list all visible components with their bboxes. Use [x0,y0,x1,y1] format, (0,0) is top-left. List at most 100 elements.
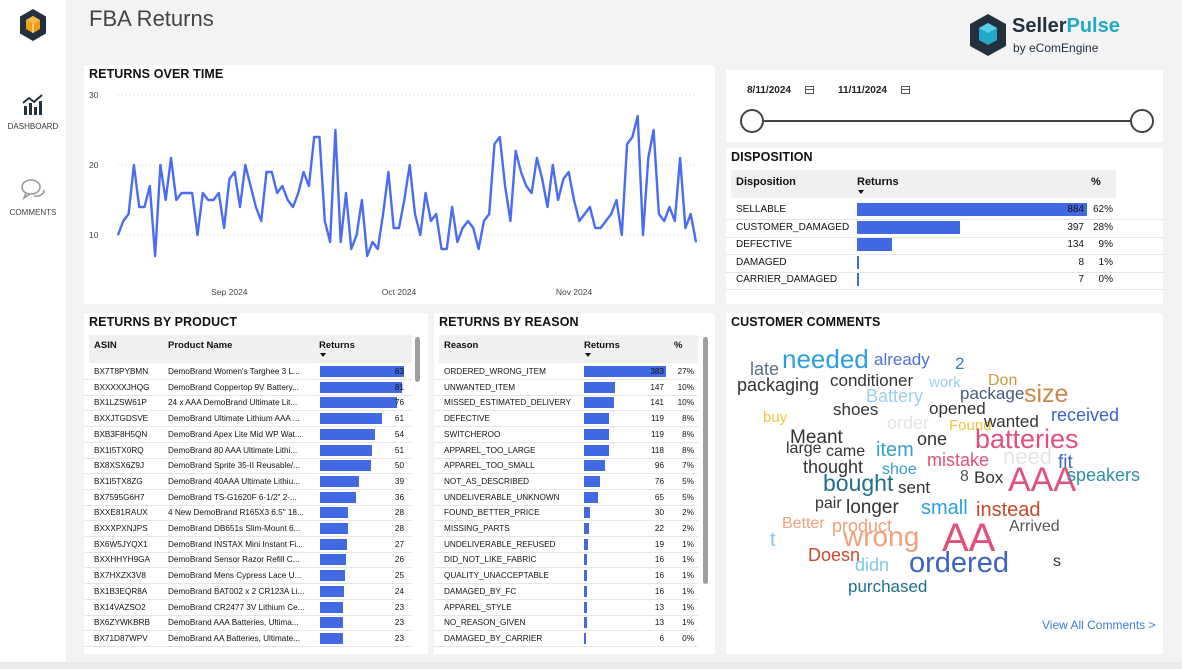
table-row[interactable]: MISSED_ESTIMATED_DELIVERY 141 10% [434,396,698,412]
data-point[interactable] [589,206,591,208]
data-point[interactable] [456,241,458,243]
data-point[interactable] [493,143,496,145]
cloud-word[interactable]: mistake [927,450,990,470]
data-point[interactable] [594,227,596,229]
cloud-word[interactable]: AA [942,516,996,560]
data-point[interactable] [525,185,527,187]
data-point[interactable] [568,171,570,173]
data-point[interactable] [398,227,400,229]
data-point[interactable] [451,206,453,208]
data-point[interactable] [557,199,559,201]
data-point[interactable] [366,255,368,257]
data-point[interactable] [350,248,352,250]
cloud-word[interactable]: longer [846,497,899,518]
cloud-word[interactable]: t [770,529,776,551]
cloud-word[interactable]: pair [815,495,842,512]
data-point[interactable] [255,206,257,208]
cloud-word[interactable]: packaging [737,375,820,395]
disposition-col-name[interactable]: Disposition [736,176,796,188]
data-point[interactable] [546,206,549,208]
returns-series-line[interactable] [116,114,698,258]
table-row[interactable]: BX71D87WPV DemoBrand AA Batteries, Ultima… [84,632,412,647]
data-point[interactable] [393,227,395,229]
cloud-word[interactable]: package [960,384,1025,403]
table-row[interactable]: BX7T8PYBMN DemoBrand Women's Targhee 3 L.… [84,365,412,380]
data-point[interactable] [117,234,119,236]
data-point[interactable] [159,164,162,166]
data-point[interactable] [409,164,411,166]
data-point[interactable] [584,213,586,215]
data-point[interactable] [244,164,246,166]
product-scrollbar[interactable] [415,337,420,382]
data-point[interactable] [403,199,405,201]
data-point[interactable] [313,136,315,138]
table-row[interactable]: BX6ZYWKBRB DemoBrand AAA Batteries, Ultim… [84,616,412,632]
product-col-returns[interactable]: Returns [319,340,355,351]
data-point[interactable] [175,199,177,201]
table-row[interactable]: DEFECTIVE 134 9% [726,238,1163,255]
table-row[interactable]: BX1LZSW61P 24 x AAA DemoBrand Ultimate Li… [84,396,412,412]
data-point[interactable] [318,136,321,138]
cloud-word[interactable]: work [929,374,961,391]
data-point[interactable] [191,192,193,194]
data-point[interactable] [488,213,490,215]
data-point[interactable] [228,178,230,180]
cloud-word[interactable]: already [874,350,930,369]
table-row[interactable]: UNWANTED_ITEM 147 10% [434,381,698,396]
data-point[interactable] [536,157,538,159]
date-slider-track[interactable] [751,120,1142,122]
data-point[interactable] [138,206,140,208]
data-point[interactable] [477,248,480,250]
data-point[interactable] [329,241,331,243]
cloud-word[interactable]: 2 [955,354,965,373]
data-point[interactable] [202,192,204,194]
data-point[interactable] [223,227,225,229]
cloud-word[interactable]: AAA [1008,461,1077,499]
cloud-word[interactable]: 8 [960,468,969,485]
data-point[interactable] [292,206,294,208]
table-row[interactable]: BX6W5JYQX1 DemoBrand INSTAX Mini Instant … [84,538,412,553]
cloud-word[interactable]: product [832,516,893,536]
table-row[interactable]: DAMAGED_BY_FC 16 1% [434,585,698,600]
table-row[interactable]: BXXE81RAUX 4 New DemoBrand R165X3 6.5" 18… [84,506,412,522]
calendar-icon[interactable] [900,86,910,94]
table-row[interactable]: NOT_AS_DESCRIBED 76 5% [434,475,698,490]
nav-item-comments[interactable]: COMMENTS [0,178,66,217]
data-point[interactable] [499,136,501,138]
table-row[interactable]: UNDELIVERABLE_UNKNOWN 65 5% [434,491,698,506]
data-point[interactable] [149,185,151,187]
product-col-name[interactable]: Product Name [168,340,233,351]
data-point[interactable] [260,220,262,222]
table-row[interactable]: CARRIER_DAMAGED 7 0% [726,273,1163,290]
data-point[interactable] [165,199,167,201]
data-point[interactable] [578,220,580,222]
data-point[interactable] [419,234,421,236]
data-point[interactable] [658,213,660,215]
end-date-field[interactable]: 11/11/2024 [838,80,910,100]
data-point[interactable] [387,171,390,173]
data-point[interactable] [647,157,649,159]
data-point[interactable] [515,150,517,152]
table-row[interactable]: QUALITY_UNACCEPTABLE 16 1% [434,569,698,585]
cloud-word[interactable]: Don [988,372,1018,389]
table-row[interactable]: APPAREL_STYLE 13 1% [434,601,698,616]
cloud-word[interactable]: Arrived [1009,518,1060,535]
cloud-word[interactable]: came [826,443,866,460]
table-row[interactable]: BX1I5TX0RQ DemoBrand 80 AAA Ultimate Lith… [84,444,412,459]
data-point[interactable] [308,185,310,187]
calendar-icon[interactable] [804,86,814,94]
cloud-word[interactable]: bought [823,470,894,496]
data-point[interactable] [207,199,209,201]
cloud-word[interactable]: order [887,413,930,433]
table-row[interactable]: DID_NOT_LIKE_FABRIC 16 1% [434,553,698,569]
data-point[interactable] [181,192,183,194]
data-point[interactable] [663,220,665,222]
data-point[interactable] [695,241,697,243]
table-row[interactable]: SWITCHEROO 119 8% [434,428,698,443]
data-point[interactable] [271,171,273,173]
table-row[interactable]: FOUND_BETTER_PRICE 30 2% [434,506,698,522]
cloud-word[interactable]: didn [855,555,890,575]
data-point[interactable] [218,192,220,194]
table-row[interactable]: BX7595G6H7 DemoBrand TS-G1620F 6-1/2" 2-.… [84,491,412,506]
data-point[interactable] [356,234,358,236]
